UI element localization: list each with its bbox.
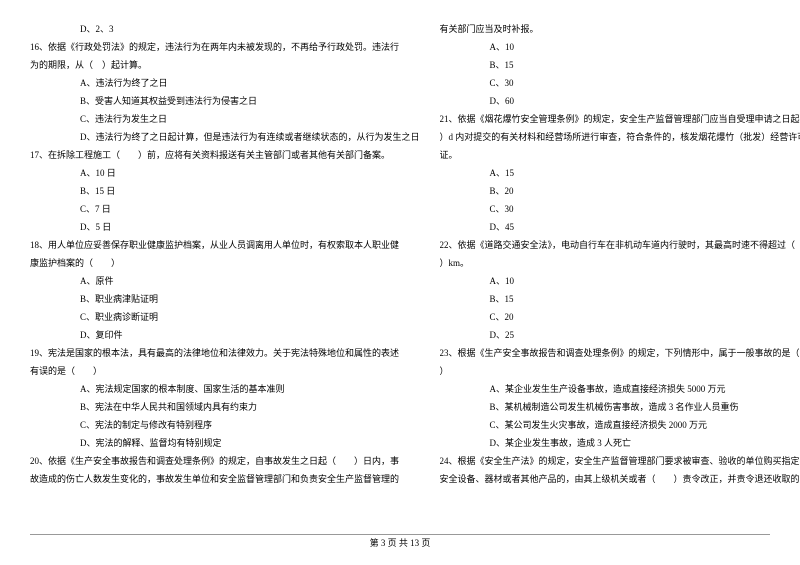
text-line: 18、用人单位应妥善保存职业健康监护档案，从业人员调离用人单位时，有权索取本人职… [30,236,420,254]
text-line: D、45 [440,218,800,236]
text-line: D、60 [440,92,800,110]
text-line: 20、依据《生产安全事故报告和调查处理条例》的规定，自事故发生之日起（ ）日内，… [30,452,420,470]
text-line: 证。 [440,146,800,164]
text-line: D、违法行为终了之日起计算，但是违法行为有连续或者继续状态的，从行为发生之日 [30,128,420,146]
page-footer: 第 3 页 共 13 页 [0,536,800,549]
text-line: A、宪法规定国家的根本制度、国家生活的基本准则 [30,380,420,398]
text-line: 16、依据《行政处罚法》的规定，违法行为在两年内未被发现的，不再给予行政处罚。违… [30,38,420,56]
text-line: 有关部门应当及时补报。 [440,20,800,38]
text-line: 22、依据《道路交通安全法》，电动自行车在非机动车道内行驶时，其最高时速不得超过… [440,236,800,254]
text-line: C、30 [440,74,800,92]
text-line: 23、根据《生产安全事故报告和调查处理条例》的规定，下列情形中，属于一般事故的是… [440,344,800,362]
text-line: D、某企业发生事故，造成 3 人死亡 [440,434,800,452]
text-line: D、25 [440,326,800,344]
text-line: C、某公司发生火灾事故，造成直接经济损失 2000 万元 [440,416,800,434]
text-line: B、20 [440,182,800,200]
text-line: D、宪法的解释、监督均有特别规定 [30,434,420,452]
text-line: A、10 [440,38,800,56]
page-container: D、2、316、依据《行政处罚法》的规定，违法行为在两年内未被发现的，不再给予行… [0,0,800,488]
text-line: 有误的是（ ） [30,362,420,380]
text-line: A、原件 [30,272,420,290]
text-line: C、职业病诊断证明 [30,308,420,326]
text-line: ）d 内对提交的有关材料和经营场所进行审查，符合条件的，核发烟花爆竹（批发）经营… [440,128,800,146]
footer-divider [30,534,770,535]
text-line: 21、依据《烟花爆竹安全管理条例》的规定，安全生产监督管理部门应当自受理申请之日… [440,110,800,128]
text-line: A、10 日 [30,164,420,182]
text-line: C、30 [440,200,800,218]
text-line: B、15 [440,56,800,74]
text-line: 故造成的伤亡人数发生变化的，事故发生单位和安全监督管理部门和负责安全生产监督管理… [30,470,420,488]
text-line: A、某企业发生生产设备事故，造成直接经济损失 5000 万元 [440,380,800,398]
text-line: C、7 日 [30,200,420,218]
text-line: D、2、3 [30,20,420,38]
text-line: A、10 [440,272,800,290]
text-line: B、职业病津贴证明 [30,290,420,308]
text-line: 康监护档案的（ ） [30,254,420,272]
left-column: D、2、316、依据《行政处罚法》的规定，违法行为在两年内未被发现的，不再给予行… [30,20,420,488]
text-line: A、15 [440,164,800,182]
text-line: ） [440,362,800,380]
text-line: C、20 [440,308,800,326]
text-line: 24、根据《安全生产法》的规定，安全生产监督管理部门要求被审查、验收的单位购买指… [440,452,800,470]
text-line: 为的期限，从（ ）起计算。 [30,56,420,74]
text-line: ）km。 [440,254,800,272]
text-line: B、受害人知道其权益受到违法行为侵害之日 [30,92,420,110]
text-line: B、15 日 [30,182,420,200]
text-line: 19、宪法是国家的根本法，具有最高的法律地位和法律效力。关于宪法特殊地位和属性的… [30,344,420,362]
text-line: D、复印件 [30,326,420,344]
text-line: 安全设备、器材或者其他产品的，由其上级机关或者（ ）责令改正，并责令退还收取的费 [440,470,800,488]
text-line: C、宪法的制定与修改有特别程序 [30,416,420,434]
text-line: C、违法行为发生之日 [30,110,420,128]
text-line: B、15 [440,290,800,308]
text-line: A、违法行为终了之日 [30,74,420,92]
text-line: 17、在拆除工程施工（ ）前，应将有关资料报送有关主管部门或者其他有关部门备案。 [30,146,420,164]
text-line: B、某机械制造公司发生机械伤害事故，造成 3 名作业人员重伤 [440,398,800,416]
text-line: B、宪法在中华人民共和国领域内具有约束力 [30,398,420,416]
right-column: 有关部门应当及时补报。A、10B、15C、30D、6021、依据《烟花爆竹安全管… [440,20,800,488]
text-line: D、5 日 [30,218,420,236]
